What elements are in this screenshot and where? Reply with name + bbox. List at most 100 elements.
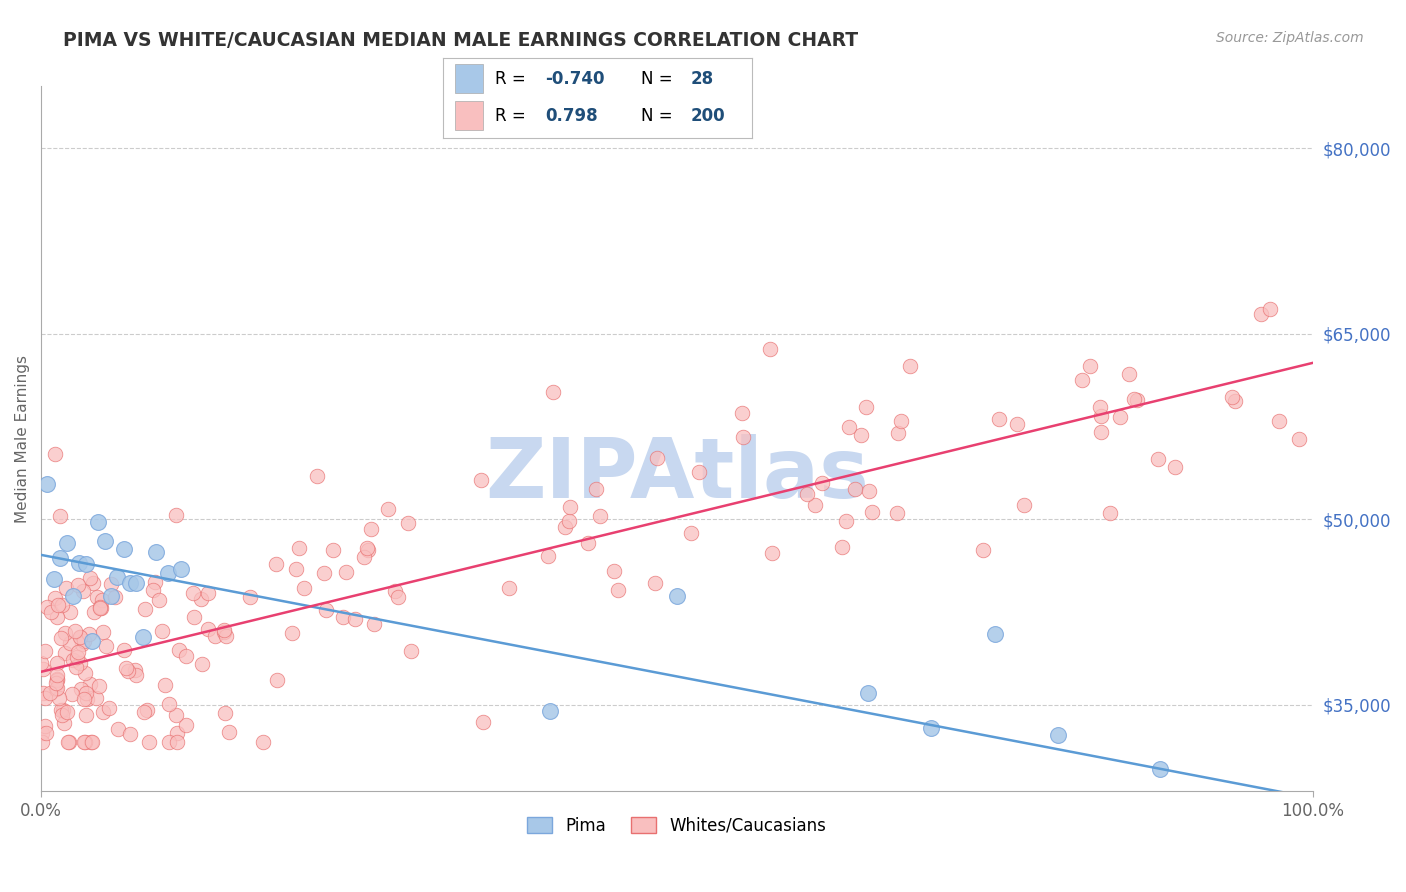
Point (1122, 392, 1144, 406)
Point (1268, 414, 1291, 428)
Point (796, 487, 818, 501)
Point (1005, 417, 1028, 431)
Point (851, 427, 873, 442)
Point (37, 477, 59, 491)
Point (35, 726, 58, 740)
Point (72, 583, 94, 598)
Point (1199, 852, 1222, 866)
Point (1099, 506, 1122, 520)
Point (212, 624, 235, 639)
Point (1126, 393, 1149, 408)
Point (811, 475, 834, 490)
Point (75, 665, 97, 680)
Point (56, 705, 79, 719)
Point (38, 686, 60, 700)
Point (42, 572, 65, 586)
Point (387, 591, 409, 605)
Point (153, 678, 176, 692)
Text: R =: R = (495, 70, 531, 87)
Point (75, 686, 97, 700)
Point (803, 498, 825, 512)
Point (34, 644, 56, 658)
Text: ZIPAtlas: ZIPAtlas (485, 434, 869, 515)
Point (134, 705, 156, 719)
Point (66, 644, 89, 658)
Point (1147, 452, 1170, 467)
Point (55, 536, 77, 550)
Point (165, 708, 187, 723)
Point (607, 582, 630, 597)
Point (835, 514, 858, 528)
Point (645, 450, 668, 465)
Text: PIMA VS WHITE/CAUCASIAN MEDIAN MALE EARNINGS CORRELATION CHART: PIMA VS WHITE/CAUCASIAN MEDIAN MALE EARN… (63, 31, 859, 50)
Point (143, 575, 166, 590)
Point (66, 649, 89, 664)
Point (73, 735, 96, 749)
Point (212, 623, 235, 637)
Point (77, 627, 100, 641)
Point (264, 557, 287, 571)
Point (554, 519, 576, 533)
Point (972, 543, 994, 558)
Point (31, 725, 53, 739)
Point (82, 735, 104, 749)
Point (157, 697, 180, 711)
Point (53, 646, 76, 660)
Point (170, 562, 193, 576)
Point (332, 610, 354, 624)
Point (312, 566, 335, 580)
Point (197, 586, 219, 600)
Point (59, 605, 82, 619)
Point (1090, 425, 1112, 439)
Point (644, 576, 666, 591)
Point (266, 673, 288, 688)
Point (356, 541, 378, 556)
Point (31, 735, 53, 749)
Point (79, 571, 101, 585)
Point (86, 590, 108, 604)
Point (1164, 460, 1187, 475)
Point (157, 735, 180, 749)
Point (322, 542, 344, 557)
Point (142, 583, 165, 598)
Point (190, 592, 212, 607)
Point (157, 566, 180, 580)
Point (34, 691, 56, 706)
Point (471, 715, 494, 730)
Point (285, 562, 308, 576)
Point (112, 541, 135, 556)
Point (585, 483, 607, 497)
Point (70, 682, 93, 697)
Point (183, 609, 205, 624)
Point (855, 400, 877, 414)
Point (73, 735, 96, 749)
Point (45, 673, 67, 687)
Point (58, 735, 80, 749)
Point (136, 703, 159, 717)
Text: 28: 28 (690, 70, 713, 87)
Point (118, 727, 141, 741)
Point (45, 672, 67, 686)
Point (761, 545, 783, 559)
Point (44, 447, 66, 461)
Point (856, 686, 879, 700)
Text: R =: R = (495, 107, 531, 125)
Text: N =: N = (641, 70, 678, 87)
Point (75, 557, 97, 571)
Point (37, 600, 59, 615)
Text: -0.740: -0.740 (546, 70, 605, 87)
Point (45, 656, 67, 670)
Point (97, 701, 120, 715)
Point (84, 690, 107, 705)
Point (315, 603, 337, 617)
Point (117, 664, 139, 678)
Point (75, 708, 97, 723)
Text: N =: N = (641, 107, 678, 125)
Point (39, 605, 62, 619)
Point (363, 617, 385, 632)
Point (32, 686, 55, 700)
Point (181, 586, 204, 600)
Point (204, 629, 226, 643)
Point (665, 589, 688, 603)
Point (115, 660, 138, 674)
